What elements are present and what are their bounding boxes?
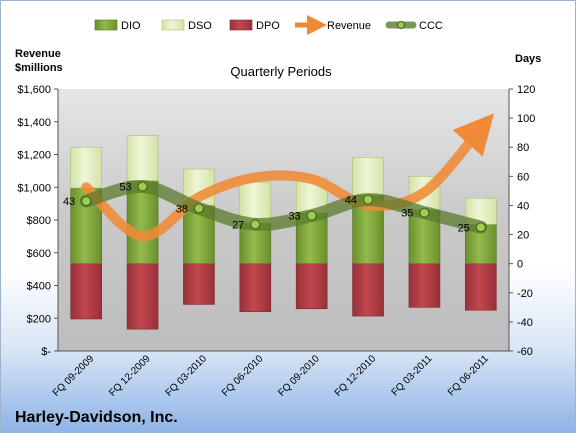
legend-swatch: [161, 19, 185, 31]
company-name: Harley-Davidson, Inc.: [15, 409, 178, 426]
left-axis-label-line-1: Revenue: [15, 48, 61, 60]
ccc-point: [475, 222, 486, 233]
legend-swatch: [229, 19, 253, 31]
chart-title: Quarterly Periods: [230, 64, 332, 79]
x-tick-label: FQ 12-2009: [107, 353, 153, 399]
ccc-series: 43 53 38 27 33 44 35 25: [63, 180, 488, 234]
left-tick-label: $400: [27, 281, 51, 293]
right-tick-label: 0: [517, 259, 523, 271]
right-tick-label: 120: [517, 84, 535, 96]
legend-label: DSO: [188, 20, 212, 32]
bar-series: [70, 135, 497, 330]
x-tick-label: FQ 09-2009: [51, 353, 97, 399]
right-tick-label: 80: [517, 142, 529, 154]
left-tick-label: $600: [27, 248, 51, 260]
x-tick-label: FQ 06-2010: [220, 353, 266, 399]
ccc-point: [419, 207, 430, 218]
legend-label: Revenue: [327, 20, 371, 32]
dpo-bar: [295, 263, 328, 310]
right-tick-label: 20: [517, 230, 529, 242]
right-tick-label: -40: [517, 317, 533, 329]
left-axis-ticks: $- $200 $400 $600 $800 $1,000 $1,200 $1,400 $1,6…: [17, 84, 58, 358]
legend-label: DIO: [121, 20, 141, 32]
dso-bar: [239, 181, 272, 224]
dpo-bar: [465, 263, 497, 311]
ccc-data-label: 38: [176, 203, 188, 215]
x-tick-label: FQ 09-2010: [276, 353, 322, 399]
left-tick-label: $1,600: [17, 84, 51, 96]
right-tick-label: -20: [517, 288, 533, 300]
legend: DIO DSO DPO Revenue CCC: [94, 15, 443, 35]
legend-swatch: [94, 19, 118, 31]
left-tick-label: $1,400: [17, 117, 51, 129]
x-tick-label: FQ 12-2010: [333, 353, 379, 399]
right-tick-label: -60: [517, 346, 533, 358]
ccc-point: [137, 181, 148, 192]
dso-bar: [126, 135, 159, 181]
revenue-series: [81, 113, 495, 242]
ccc-data-label: 25: [458, 222, 470, 234]
ccc-data-label: 44: [345, 195, 357, 207]
right-axis-ticks: -60 -40 -20 0 20 40 60 80 100 120: [509, 84, 535, 358]
left-tick-label: $1,200: [17, 150, 51, 162]
x-tick-label: FQ 03-2011: [390, 353, 435, 398]
dpo-bar: [352, 263, 384, 317]
right-tick-label: 60: [517, 171, 529, 183]
right-tick-label: 100: [517, 113, 535, 125]
legend-marker: [397, 21, 405, 29]
right-axis-label: Days: [515, 53, 541, 65]
ccc-data-label: 33: [288, 211, 300, 223]
ccc-point: [363, 194, 374, 205]
left-axis-label-line-2: $millions: [15, 62, 63, 74]
ccc-point: [250, 219, 261, 230]
dpo-bar: [126, 263, 159, 330]
ccc-data-label: 27: [232, 219, 244, 231]
ccc-point: [81, 196, 92, 207]
dpo-bar: [183, 263, 215, 305]
dpo-bar: [70, 263, 102, 320]
ccc-data-label: 43: [63, 196, 75, 208]
x-tick-label: FQ 03-2010: [164, 353, 210, 399]
ccc-data-label: 53: [119, 182, 131, 194]
left-tick-label: $-: [41, 346, 51, 358]
x-axis-labels: FQ 09-2009 FQ 12-2009 FQ 03-2010 FQ 06-2010…: [51, 353, 491, 399]
revenue-line: [81, 113, 495, 242]
ccc-point: [306, 210, 317, 221]
left-tick-label: $800: [27, 215, 51, 227]
left-tick-label: $1,000: [17, 182, 51, 194]
x-tick-label: FQ 06-2011: [446, 353, 491, 398]
left-tick-label: $200: [27, 313, 51, 325]
dpo-bar: [408, 263, 441, 308]
ccc-point: [193, 203, 204, 214]
right-tick-label: 40: [517, 200, 529, 212]
dpo-bar: [239, 263, 272, 312]
legend-label: CCC: [419, 20, 443, 32]
ccc-data-label: 35: [401, 208, 413, 220]
dso-bar: [352, 157, 384, 196]
legend-label: DPO: [256, 20, 280, 32]
dso-bar: [70, 146, 102, 189]
